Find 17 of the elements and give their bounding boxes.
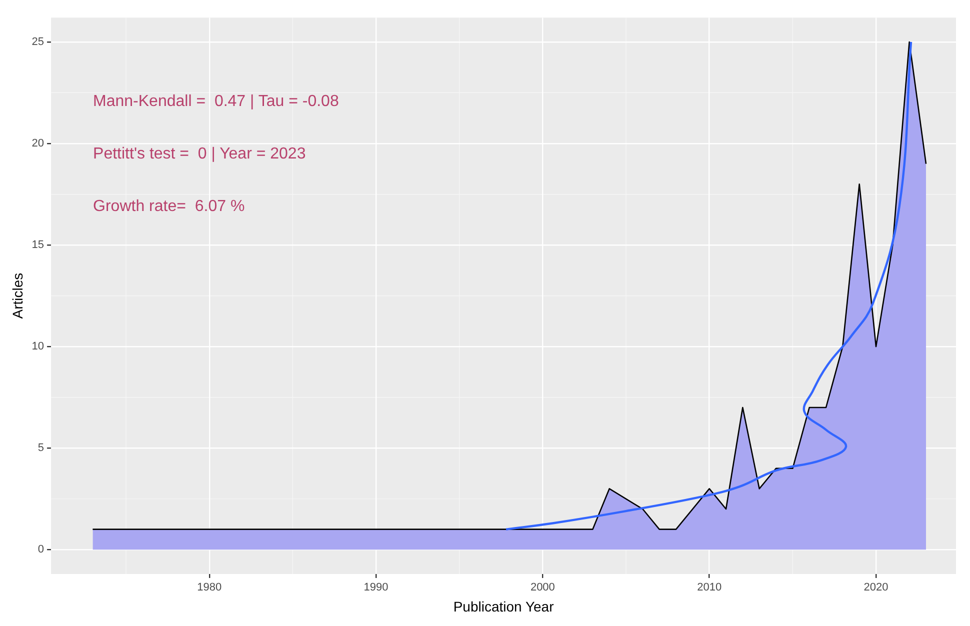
y-tick-label: 0	[38, 544, 44, 556]
y-tick-label: 20	[32, 138, 44, 150]
x-tick-label: 2010	[697, 582, 722, 594]
y-tick-label: 5	[38, 442, 44, 454]
x-tick-label: 1980	[197, 582, 222, 594]
line-series	[504, 40, 912, 530]
annotation: Growth rate= 6.07 %	[93, 198, 245, 216]
x-tick-label: 2000	[530, 582, 555, 594]
y-tick-label: 25	[32, 36, 44, 48]
x-tick-label: 1990	[364, 582, 388, 594]
y-tick-label: 15	[32, 239, 44, 252]
annotation: Mann-Kendall = 0.47 | Tau = -0.08	[93, 93, 339, 110]
x-axis-title: Publication Year	[453, 598, 554, 614]
x-tick-label: 2020	[864, 582, 888, 594]
y-tick-label: 10	[32, 340, 44, 353]
annotation: Pettitt's test = 0 | Year = 2023	[93, 146, 306, 163]
y-axis-title: Articles	[9, 272, 26, 319]
